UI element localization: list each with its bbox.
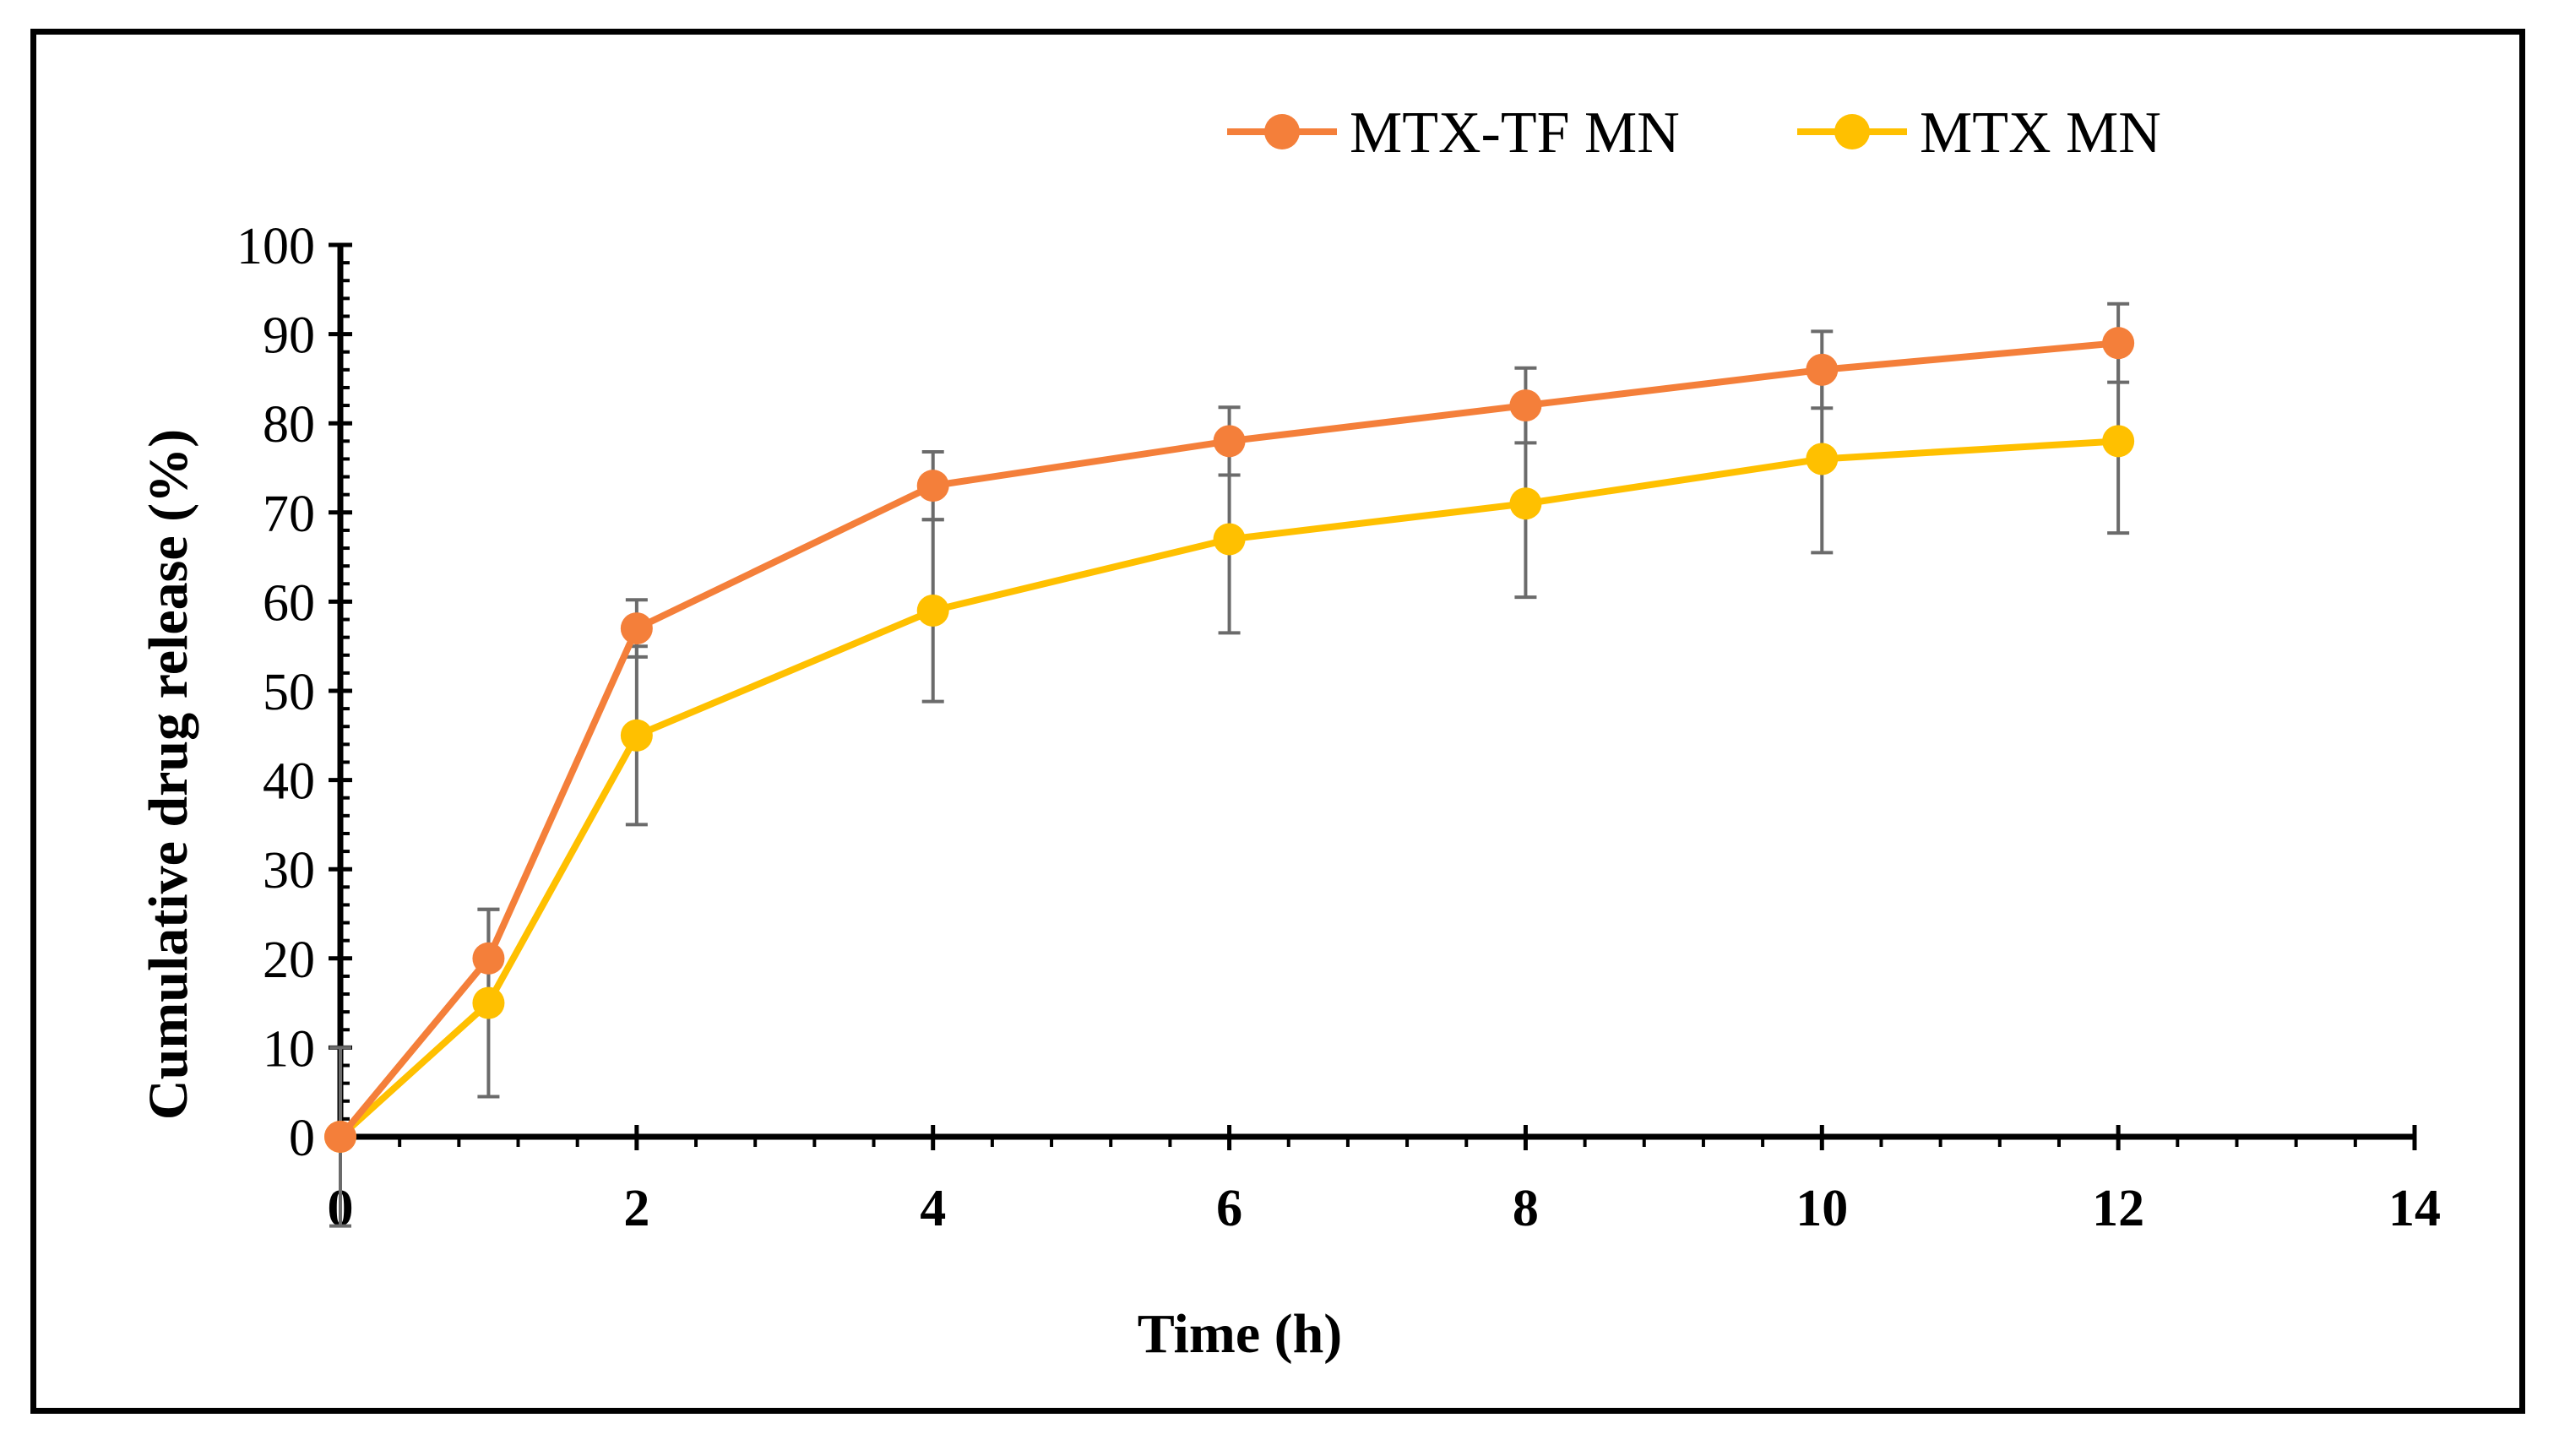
legend: MTX-TF MN MTX MN bbox=[1227, 101, 2161, 166]
y-tick-label: 90 bbox=[263, 307, 315, 365]
data-point-mtx-tf-mn bbox=[472, 942, 505, 975]
x-tick-label: 8 bbox=[1513, 1180, 1539, 1237]
series-layer bbox=[324, 302, 2135, 1228]
series-line-mtx-mn bbox=[338, 437, 2119, 1139]
y-tick-label: 40 bbox=[263, 753, 315, 811]
data-point-mtx-mn bbox=[2102, 425, 2135, 458]
x-tick-label: 14 bbox=[2388, 1180, 2441, 1237]
x-tick-label: 2 bbox=[623, 1180, 649, 1237]
data-point-mtx-tf-mn bbox=[620, 612, 653, 645]
data-point-mtx-mn bbox=[1509, 487, 1542, 520]
legend-item-mtx-tf-mn: MTX-TF MN bbox=[1227, 101, 1680, 166]
legend-label-mtx-tf-mn: MTX-TF MN bbox=[1350, 101, 1680, 166]
y-tick-label: 70 bbox=[263, 486, 315, 543]
y-tick-label: 80 bbox=[263, 396, 315, 454]
chart-frame: MTX-TF MN MTX MN 01020304050607080901000… bbox=[30, 29, 2525, 1414]
series-line-mtx-tf-mn bbox=[337, 340, 2119, 1139]
y-tick-label: 50 bbox=[263, 664, 315, 721]
release-chart: MTX-TF MN MTX MN 01020304050607080901000… bbox=[138, 101, 2441, 1365]
x-axis-title: Time (h) bbox=[1138, 1303, 1343, 1365]
legend-label-mtx-mn: MTX MN bbox=[1920, 101, 2161, 166]
data-point-mtx-mn bbox=[1806, 443, 1839, 475]
y-axis-title: Cumulative drug release (%) bbox=[138, 429, 199, 1120]
x-tick-label: 12 bbox=[2092, 1180, 2144, 1237]
y-tick-label: 20 bbox=[263, 932, 315, 989]
data-point-mtx-mn bbox=[472, 986, 505, 1019]
x-tick-label: 4 bbox=[920, 1180, 946, 1237]
axes: 010203040506070809010002468101214 bbox=[236, 218, 2441, 1237]
data-point-mtx-mn bbox=[916, 594, 949, 627]
data-point-mtx-tf-mn bbox=[1213, 425, 1246, 458]
x-tick-label: 10 bbox=[1796, 1180, 1848, 1237]
legend-item-mtx-mn: MTX MN bbox=[1797, 101, 2161, 166]
data-point-mtx-mn bbox=[1213, 523, 1246, 556]
legend-marker-mtx-mn bbox=[1834, 114, 1870, 149]
y-tick-label: 10 bbox=[263, 1020, 315, 1078]
data-point-mtx-tf-mn bbox=[2102, 327, 2135, 360]
data-point-mtx-mn bbox=[620, 719, 653, 752]
data-point-mtx-tf-mn bbox=[324, 1121, 356, 1153]
data-point-mtx-tf-mn bbox=[1509, 389, 1542, 422]
data-point-mtx-tf-mn bbox=[916, 470, 949, 503]
y-tick-label: 60 bbox=[263, 574, 315, 632]
y-tick-label: 0 bbox=[289, 1110, 315, 1167]
x-tick-label: 6 bbox=[1216, 1180, 1242, 1237]
y-tick-label: 30 bbox=[263, 842, 315, 899]
y-tick-label: 100 bbox=[236, 218, 315, 275]
data-point-mtx-tf-mn bbox=[1806, 353, 1839, 386]
legend-marker-mtx-tf-mn bbox=[1264, 114, 1300, 149]
